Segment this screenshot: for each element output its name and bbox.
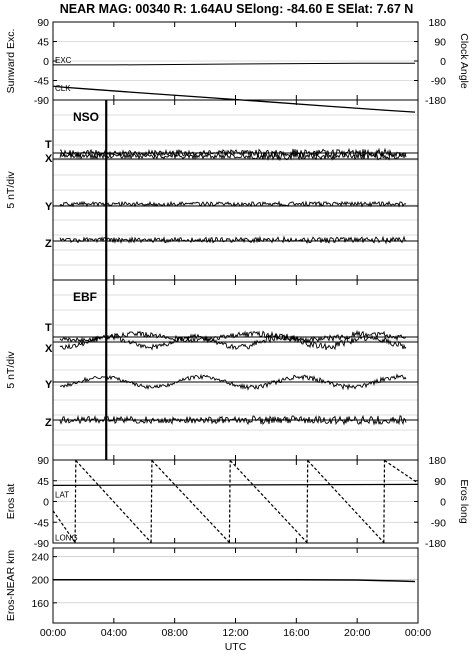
y-tick-label: 160 [31,598,49,610]
trace-y [59,373,407,391]
long-line [229,460,308,543]
panel-nso: TX Y Z NSO 5 nT/div [5,99,419,281]
lat-line [52,483,419,486]
y-tick-label: 0 [43,497,49,509]
panel-eros-lat-long: 90 45 0 -45 -90 180 90 0 -90 -180 LAT LONG Eros lat E… [5,455,470,550]
y-tick-label-right: 90 [434,476,446,488]
y-axis-label-right: Clock Angle [458,33,470,89]
y-tick-label: 90 [37,17,49,29]
x-tick-label: 20:00 [344,627,370,639]
y-tick-label: 240 [31,552,49,564]
x-axis-label: UTC [225,641,247,653]
long-line [75,460,152,543]
x-tick-label: 08:00 [162,627,188,639]
y-tick-label: 45 [37,476,49,488]
y-tick-label-right: -90 [431,76,446,88]
trace-x [59,333,407,351]
x-tick-label: 16:00 [283,627,309,639]
y-axis-label: 5 nT/div [5,351,17,389]
x-tick-label: 00:00 [405,627,431,639]
trace-t [60,147,407,159]
y-tick-label: -45 [34,517,49,529]
y-tick-label-right: 90 [434,37,446,49]
range-line [53,578,416,583]
long-line-wrap [383,460,386,543]
y-tick-label-right: 0 [440,497,446,509]
long-line [52,510,76,543]
panel-eros-near-range: 240 200 160 Eros-NEAR km [5,547,419,624]
exc-label: EXC [55,56,72,65]
trace-t [59,329,407,345]
trace-z [59,414,407,426]
panel-frame [52,547,419,624]
y-tick-label: 90 [37,455,49,467]
long-label: LONG [55,533,78,542]
exc-line [53,62,415,66]
y-tick-label-right: 0 [440,56,446,68]
clk-line [52,85,416,113]
long-line [151,460,230,543]
y-tick-label-right: -180 [425,538,446,550]
trace-x [59,150,407,162]
component-label-x: X [45,153,53,165]
y-axis-label: 5 nT/div [5,171,17,209]
y-tick-label: 0 [43,56,49,68]
x-tick-label: 04:00 [101,627,127,639]
y-axis-label: Eros-NEAR km [5,550,17,621]
y-tick-label: -90 [34,538,49,550]
y-axis-label: Sunward Exc. [5,29,17,94]
component-label-y: Y [45,379,53,391]
component-label-y: Y [45,201,53,213]
y-tick-label: -45 [34,76,49,88]
component-label-z: Z [45,238,52,250]
y-tick-label-right: -180 [425,95,446,107]
long-line-wrap [74,460,77,543]
trace-y [59,200,407,208]
component-label-z: Z [45,417,52,429]
panel-ebf: TX Y Z EBF 5 nT/div [5,279,419,461]
y-axis-label-right: Eros long [458,479,470,524]
y-tick-label-right: -90 [431,517,446,529]
panel-label: NSO [73,110,99,124]
long-line-wrap [150,460,153,543]
x-tick-label: 00:00 [40,627,66,639]
y-axis-label: Eros lat [5,484,17,520]
y-tick-label-right: 180 [428,17,446,29]
y-tick-label: -90 [34,95,49,107]
plot-title: NEAR MAG: 00340 R: 1.64AU SElong: -84.60… [60,2,414,16]
long-line-wrap [228,460,231,543]
trace-z [59,235,407,245]
component-label-t: T [45,139,52,151]
panel-label: EBF [73,290,97,304]
panel-sunward-excursion: 90 45 0 -45 -90 180 90 0 -90 -180 EXC CLK Sunward Ex… [5,17,470,113]
x-tick-label: 12:00 [222,627,248,639]
clk-label: CLK [55,84,71,93]
y-tick-label: 45 [37,37,49,49]
long-line [307,460,385,543]
component-label-x: X [45,343,53,355]
long-line [384,460,419,484]
y-tick-label: 200 [31,575,49,587]
component-label-t: T [45,322,52,334]
lat-label: LAT [55,490,69,499]
y-tick-label-right: 180 [428,455,446,467]
long-line-wrap [306,460,309,543]
